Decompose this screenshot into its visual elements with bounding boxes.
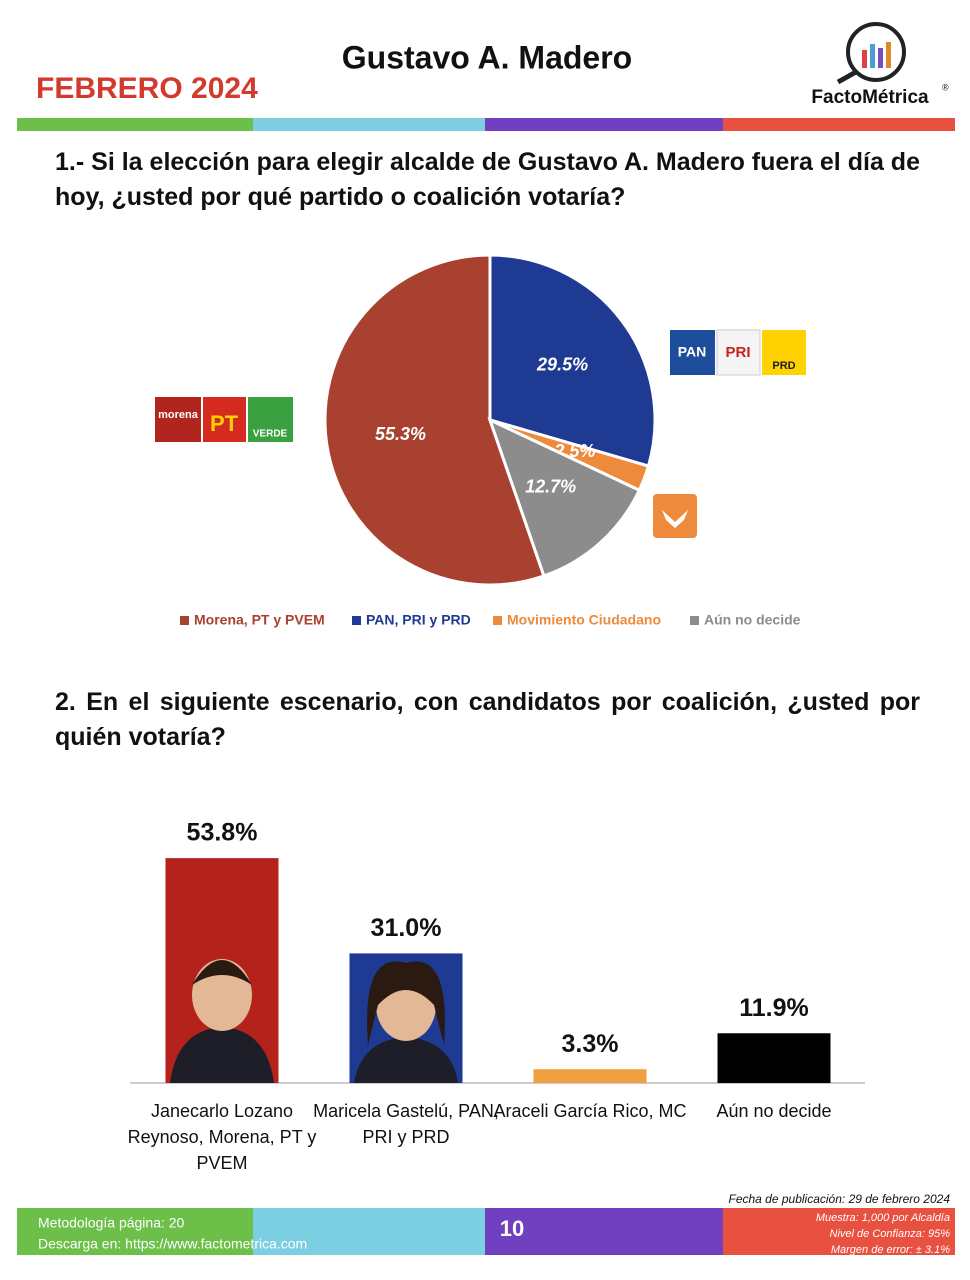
logo-text: PRD: [772, 360, 795, 372]
photo-body: [170, 1027, 274, 1083]
candidate-photo: [354, 961, 458, 1083]
logo-prd: [762, 330, 806, 375]
pie-slice: [488, 253, 657, 468]
bar: [533, 1069, 647, 1083]
legend-label: PAN, PRI y PRD: [366, 612, 471, 628]
logo-lens: [846, 22, 906, 82]
data-label: 31.0%: [371, 914, 442, 942]
legend-label: Movimiento Ciudadano: [507, 612, 661, 628]
logo-verde: [248, 397, 293, 442]
logo-text: PRI: [725, 344, 750, 361]
methodology: Metodología página: 20: [38, 1215, 185, 1231]
stripe: [253, 1208, 485, 1255]
brand-mark: ®: [942, 82, 949, 92]
data-label: 29.5%: [536, 354, 588, 374]
x-tick-label: Janecarlo Lozano Reynoso, Morena, PT y P…: [127, 1101, 317, 1173]
photo-hair: [367, 961, 445, 1045]
logo-text: PT: [210, 411, 239, 436]
legend-swatch: [690, 616, 699, 625]
candidate-photo: [170, 959, 274, 1083]
stripe: [723, 1208, 955, 1255]
data-label: 55.3%: [375, 424, 426, 444]
logo-bar: [870, 44, 875, 68]
x-tick-label: Aún no decide: [716, 1101, 832, 1121]
logo-handle: [836, 69, 858, 85]
stripe: [17, 118, 253, 131]
logo-mc-eagle: [662, 510, 688, 528]
logo-bar: [886, 42, 891, 68]
legend-swatch: [352, 616, 361, 625]
photo-hair: [192, 960, 252, 985]
data-label: 3.3%: [562, 1030, 619, 1058]
logo-text: morena: [158, 409, 199, 421]
logo-pt: [203, 397, 246, 442]
logo-bar: [862, 50, 867, 68]
x-tick-label: Maricela Gastelú, PAN, PRI y PRD: [313, 1101, 499, 1147]
logo-pan: [670, 330, 715, 375]
legend-swatch: [493, 616, 502, 625]
data-label: 53.8%: [187, 819, 258, 847]
brand: FactoMétrica: [811, 87, 929, 108]
legend-label: Aún no decide: [704, 612, 801, 628]
confidence: Nivel de Confianza: 95%: [830, 1228, 951, 1240]
x-tick-label: Araceli García Rico, MC: [493, 1101, 687, 1121]
stripe: [485, 1208, 723, 1255]
data-label: 12.7%: [525, 476, 576, 496]
logo-bar: [878, 48, 883, 68]
page-number: 10: [500, 1216, 524, 1241]
question-2: 2. En el siguiente escenario, con candid…: [55, 688, 920, 751]
page-title: Gustavo A. Madero: [342, 39, 632, 75]
logo-pri: [716, 329, 761, 376]
logo-mc: [653, 494, 697, 538]
stripe: [253, 118, 485, 131]
legend-label: Morena, PT y PVEM: [194, 612, 325, 628]
data-label: 11.9%: [739, 994, 809, 1022]
logo-morena: [155, 397, 201, 442]
stripe: [17, 1208, 253, 1255]
sample: Muestra: 1,000 por Alcaldía: [816, 1212, 950, 1224]
logo-text: PAN: [678, 344, 707, 360]
pub-date: Fecha de publicación: 29 de febrero 2024: [729, 1192, 951, 1206]
legend-swatch: [180, 616, 189, 625]
question-1: 1.- Si la elección para elegir alcalde d…: [55, 148, 920, 211]
download: Descarga en: https://www.factometrica.co…: [38, 1236, 307, 1252]
stripe: [485, 118, 723, 131]
margin: Margen de error: ± 3.1%: [831, 1244, 950, 1256]
logo-text: VERDE: [253, 429, 288, 440]
month: FEBRERO 2024: [36, 72, 258, 105]
pie-slice: [487, 417, 642, 578]
bar: [717, 1033, 831, 1083]
stripe: [723, 118, 955, 131]
photo-body: [354, 1037, 458, 1083]
